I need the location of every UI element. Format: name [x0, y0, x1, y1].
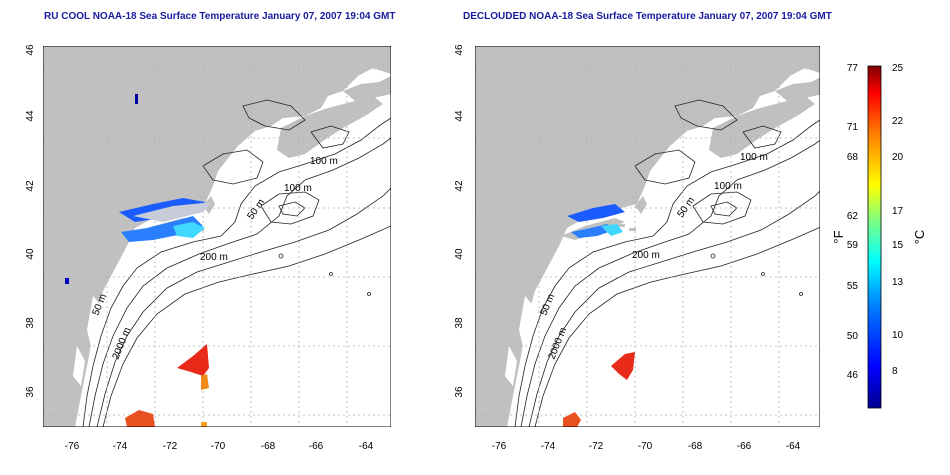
colorbar: 77 71 68 62 59 55 50 46 25 22 20 17 15 1…: [831, 63, 927, 409]
left-y-axis: 46 44 42 40 38 36: [25, 44, 36, 398]
left-x-tick: -74: [113, 441, 128, 452]
colorbar-gradient: [867, 65, 882, 409]
colorbar-f-tick: 77: [847, 63, 859, 74]
left-map-title: RU COOL NOAA-18 Sea Surface Temperature …: [44, 11, 396, 22]
colorbar-c-tick: 20: [892, 152, 904, 163]
right-x-tick: -72: [589, 441, 604, 452]
colorbar-c-tick: 10: [892, 330, 904, 341]
left-contour-label-2: 100 m: [284, 183, 312, 194]
colorbar-f-tick: 68: [847, 152, 859, 163]
right-x-tick: -66: [737, 441, 752, 452]
left-x-axis: -76 -74 -72 -70 -68 -66 -64: [65, 441, 374, 452]
colorbar-c-tick: 25: [892, 63, 904, 74]
left-x-tick: -66: [309, 441, 324, 452]
right-sst-patches: [563, 204, 635, 427]
colorbar-c-tick: 8: [892, 366, 898, 377]
left-y-tick: 44: [25, 110, 36, 122]
colorbar-c-tick: 17: [892, 206, 904, 217]
right-x-tick: -70: [638, 441, 653, 452]
left-map: [43, 46, 391, 427]
right-map-title: DECLOUDED NOAA-18 Sea Surface Temperatur…: [463, 11, 832, 22]
left-x-tick: -70: [211, 441, 226, 452]
left-x-tick: -64: [359, 441, 374, 452]
left-y-tick: 42: [25, 180, 36, 192]
right-y-tick: 42: [454, 180, 465, 192]
colorbar-c-tick: 22: [892, 116, 904, 127]
colorbar-f-tick: 59: [847, 240, 859, 251]
right-x-tick: -76: [492, 441, 507, 452]
left-x-tick: -72: [163, 441, 178, 452]
right-y-tick: 44: [454, 110, 465, 122]
right-x-tick: -74: [541, 441, 556, 452]
right-y-tick: 36: [454, 386, 465, 398]
right-x-tick: -64: [786, 441, 801, 452]
right-y-tick: 40: [454, 248, 465, 260]
colorbar-c-tick: 13: [892, 277, 904, 288]
left-contour-label-1: 100 m: [310, 156, 338, 167]
colorbar-f-tick: 71: [847, 122, 859, 133]
left-y-tick: 36: [25, 386, 36, 398]
left-x-tick: -68: [261, 441, 276, 452]
right-contour-label-4: 200 m: [632, 250, 660, 261]
colorbar-f-tick: 55: [847, 281, 859, 292]
left-y-tick: 46: [25, 44, 36, 56]
colorbar-unit-f: °F: [831, 230, 846, 243]
left-y-tick: 40: [25, 248, 36, 260]
left-sst-patches: [65, 94, 213, 427]
colorbar-unit-c: °C: [912, 230, 927, 245]
right-y-tick: 46: [454, 44, 465, 56]
colorbar-f-tick: 46: [847, 370, 859, 381]
right-y-axis: 46 44 42 40 38 36: [454, 44, 465, 398]
right-map: [475, 46, 820, 427]
left-contour-label-4: 200 m: [200, 252, 228, 263]
right-x-axis: -76 -74 -72 -70 -68 -66 -64: [492, 441, 801, 452]
right-y-tick: 38: [454, 317, 465, 329]
right-contour-label-2: 100 m: [714, 181, 742, 192]
right-contour-label-1: 100 m: [740, 152, 768, 163]
colorbar-c-tick: 15: [892, 240, 904, 251]
left-x-tick: -76: [65, 441, 80, 452]
right-x-tick: -68: [688, 441, 703, 452]
colorbar-f-tick: 50: [847, 331, 859, 342]
colorbar-f-tick: 62: [847, 211, 859, 222]
left-y-tick: 38: [25, 317, 36, 329]
